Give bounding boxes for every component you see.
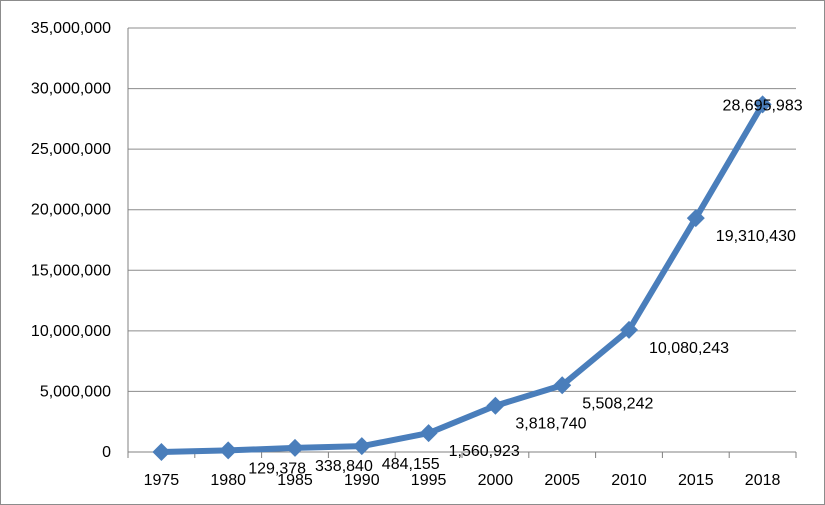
data-label: 1,560,923 xyxy=(449,443,520,460)
x-tick-label: 2015 xyxy=(678,472,714,489)
gridlines xyxy=(128,27,796,453)
data-label: 129,378 xyxy=(248,460,306,477)
data-label: 5,508,242 xyxy=(582,395,653,412)
x-tick-label: 1980 xyxy=(210,472,246,489)
y-tick-label: 30,000,000 xyxy=(31,81,111,98)
x-tick-label: 2000 xyxy=(478,472,514,489)
y-tick-label: 35,000,000 xyxy=(31,20,111,37)
data-label: 28,695,983 xyxy=(723,97,803,114)
y-tick-label: 15,000,000 xyxy=(31,262,111,279)
y-tick-label: 0 xyxy=(102,444,111,461)
x-tick-label: 1985 xyxy=(277,472,313,489)
y-tick-label: 5,000,000 xyxy=(40,383,111,400)
data-label: 484,155 xyxy=(382,456,440,473)
y-tick-label: 10,000,000 xyxy=(31,323,111,340)
data-label: 19,310,430 xyxy=(716,228,796,245)
data-label: 10,080,243 xyxy=(649,340,729,357)
data-point-marker xyxy=(753,95,772,114)
x-tick-label: 2018 xyxy=(745,472,781,489)
x-tick-label: 1990 xyxy=(344,472,380,489)
series-line xyxy=(158,101,766,455)
data-point-marker xyxy=(152,443,171,461)
data-point-marker xyxy=(686,209,705,228)
x-tick-label: 2010 xyxy=(611,472,647,489)
data-point-marker xyxy=(486,396,505,415)
y-axis: 0 5,000,000 10,000,000 15,000,000 20,000,000… xyxy=(31,20,129,461)
x-axis: 1975 1980 1985 1990 1995 2000 2005 2010 2015 2018 xyxy=(127,452,797,489)
data-point-marker xyxy=(620,320,638,339)
series-markers xyxy=(152,95,772,461)
data-labels: 129,378 338,840 484,155 1,560,923 3,818,740 5… xyxy=(248,97,803,477)
x-tick-label: 2005 xyxy=(544,472,580,489)
data-point-marker xyxy=(553,376,572,395)
series-path xyxy=(158,101,766,455)
data-point-marker xyxy=(286,438,304,457)
data-point-marker xyxy=(219,441,238,460)
x-tick-label: 1995 xyxy=(411,472,447,489)
x-tick-label: 1975 xyxy=(144,472,180,489)
y-tick-label: 20,000,000 xyxy=(31,202,111,219)
data-point-marker xyxy=(352,437,371,456)
data-point-marker xyxy=(419,424,438,443)
data-label: 338,840 xyxy=(315,458,373,475)
data-label: 3,818,740 xyxy=(515,416,586,433)
y-tick-label: 25,000,000 xyxy=(31,141,111,158)
